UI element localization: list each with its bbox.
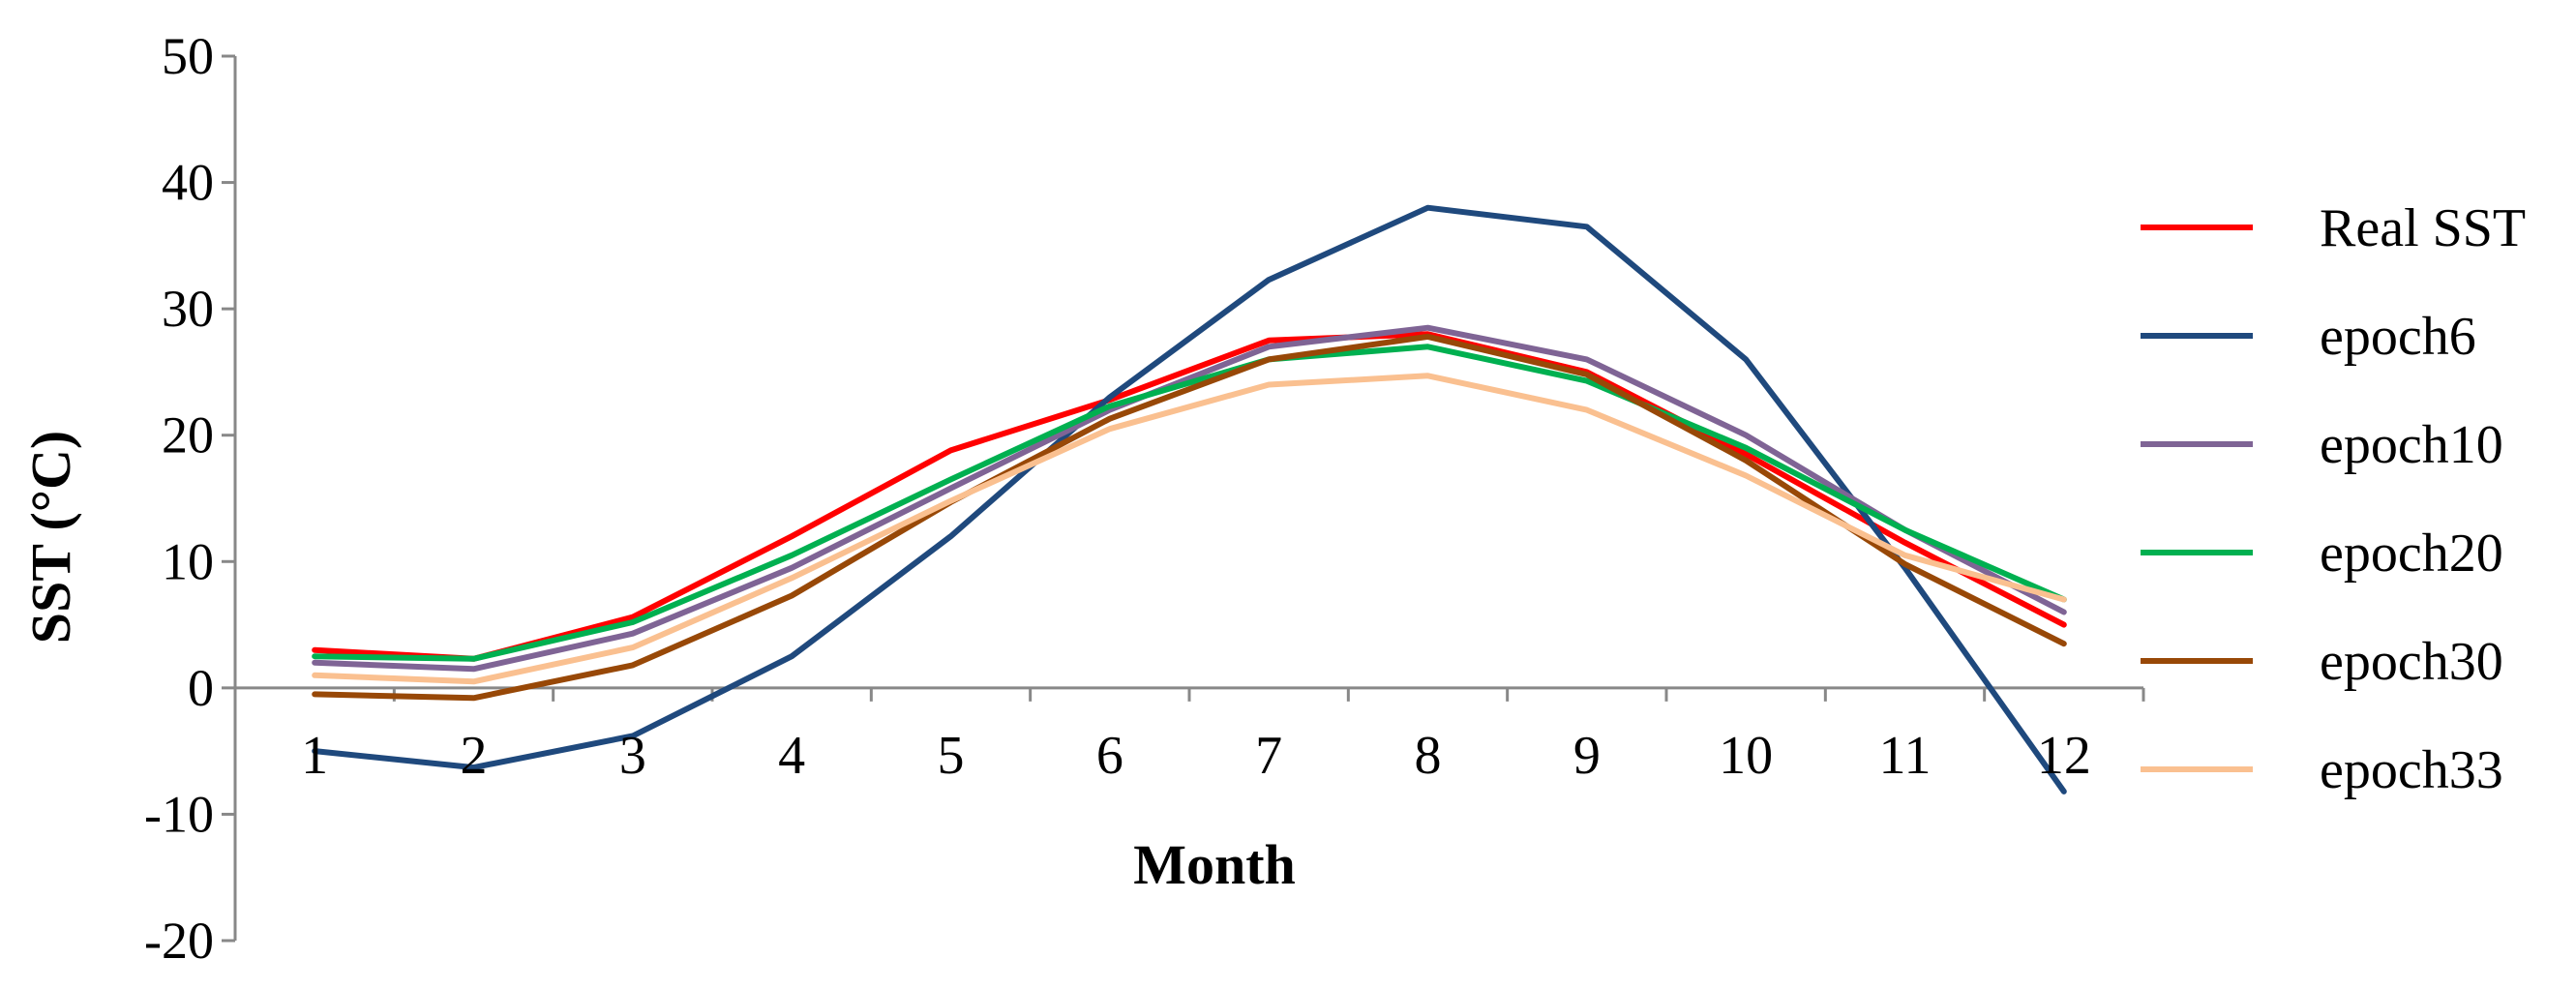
x-tick-label: 4 <box>778 726 805 786</box>
legend-entry: epoch6 <box>2141 307 2476 367</box>
legend-label: epoch30 <box>2320 632 2503 692</box>
legend-entry: epoch30 <box>2141 632 2503 692</box>
x-tick-label: 9 <box>1573 726 1601 786</box>
x-tick-label: 7 <box>1255 726 1282 786</box>
x-tick-label: 11 <box>1879 726 1932 786</box>
x-tick-label: 2 <box>461 726 488 786</box>
x-axis-title: Month <box>1133 833 1296 896</box>
y-axis-title: SST (°C) <box>19 431 82 644</box>
legend-label: epoch10 <box>2320 415 2503 475</box>
y-tick-label: 30 <box>162 280 214 338</box>
legend: Real SST epoch6 epoch10 epoch20 epoch30 epoch… <box>2141 198 2526 800</box>
axes <box>222 54 2145 943</box>
x-tick-label: 1 <box>301 726 328 786</box>
legend-label: Real SST <box>2320 198 2526 258</box>
series-lines <box>312 204 2067 794</box>
legend-entry: epoch20 <box>2141 524 2503 584</box>
y-tick-label: -20 <box>144 912 214 970</box>
y-tick-label: 50 <box>162 27 214 85</box>
y-tick-label: 0 <box>188 659 214 717</box>
x-tick-label: 12 <box>2037 726 2091 786</box>
y-tick-label: -10 <box>144 785 214 843</box>
x-tick-label: 6 <box>1096 726 1123 786</box>
x-tick-label: 5 <box>938 726 965 786</box>
series-line-epoch6 <box>312 204 2067 794</box>
legend-entry: epoch10 <box>2141 415 2503 475</box>
series-line-epoch33 <box>312 373 2067 685</box>
y-tick-label: 20 <box>162 406 214 465</box>
x-tick-label: 10 <box>1719 726 1773 786</box>
legend-entry: epoch33 <box>2141 740 2503 800</box>
series-line-real-sst <box>312 331 2067 662</box>
x-tick-label: 3 <box>619 726 646 786</box>
legend-label: epoch20 <box>2320 524 2503 584</box>
y-tick-label: 10 <box>162 532 214 590</box>
series-line-epoch30 <box>312 333 2067 702</box>
y-tick-label: 40 <box>162 154 214 212</box>
x-tick-label: 8 <box>1415 726 1442 786</box>
series-line-epoch20 <box>312 344 2067 662</box>
legend-label: epoch33 <box>2320 740 2503 800</box>
series-line-epoch10 <box>312 324 2067 673</box>
legend-label: epoch6 <box>2320 307 2476 367</box>
legend-entry: Real SST <box>2141 198 2526 258</box>
